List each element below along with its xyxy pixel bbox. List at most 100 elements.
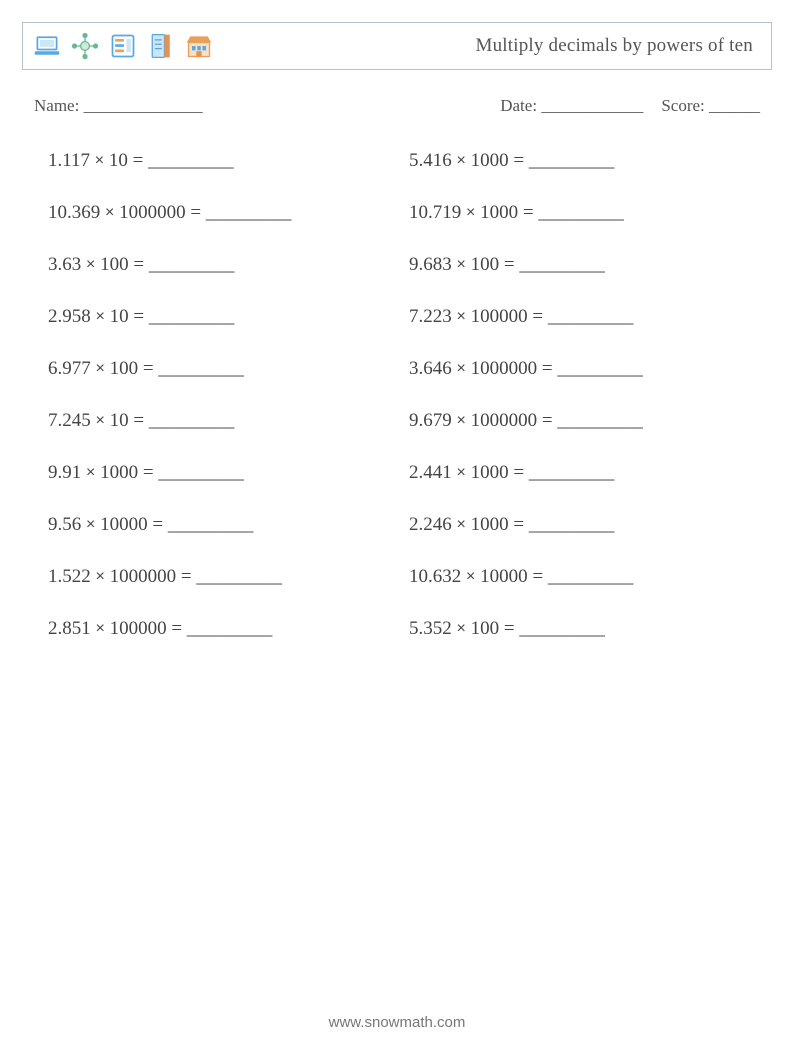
equals: = xyxy=(129,306,149,327)
operand-a: 10.369 xyxy=(48,202,100,223)
operand-a: 3.63 xyxy=(48,254,81,275)
equals: = xyxy=(129,254,149,275)
equals: = xyxy=(148,514,168,535)
meta-row: Name: ______________ Date: ____________ … xyxy=(34,96,760,116)
worksheet-header: Multiply decimals by powers of ten xyxy=(22,22,772,70)
operand-b: 100 xyxy=(100,254,129,275)
equals: = xyxy=(138,462,158,483)
operand-b: 1000 xyxy=(100,462,138,483)
answer-blank: _________ xyxy=(148,150,234,171)
multiply-symbol: × xyxy=(466,204,475,221)
score-field: Score: ______ xyxy=(661,96,760,116)
footer-url: www.snowmath.com xyxy=(0,1014,794,1031)
equals: = xyxy=(167,618,187,639)
operand-b: 1000 xyxy=(471,514,509,535)
date-blank: ____________ xyxy=(541,96,643,115)
operand-a: 9.56 xyxy=(48,514,81,535)
book-icon xyxy=(147,32,175,60)
answer-blank: _________ xyxy=(557,410,643,431)
equals: = xyxy=(499,618,519,639)
answer-blank: _________ xyxy=(206,202,292,223)
operand-a: 2.246 xyxy=(409,514,452,535)
operand-b: 100 xyxy=(471,618,500,639)
problem: 10.369 × 1000000 = _________ xyxy=(48,202,399,224)
multiply-symbol: × xyxy=(457,152,466,169)
multiply-symbol: × xyxy=(457,464,466,481)
problem: 5.416 × 1000 = _________ xyxy=(409,150,760,172)
worksheet-title: Multiply decimals by powers of ten xyxy=(475,35,761,57)
operand-b: 10 xyxy=(109,150,128,171)
multiply-symbol: × xyxy=(457,256,466,273)
answer-blank: _________ xyxy=(557,358,643,379)
equals: = xyxy=(537,358,557,379)
operand-b: 10 xyxy=(110,410,129,431)
multiply-symbol: × xyxy=(96,360,105,377)
operand-a: 3.646 xyxy=(409,358,452,379)
operand-b: 1000 xyxy=(480,202,518,223)
answer-blank: _________ xyxy=(187,618,273,639)
equals: = xyxy=(518,202,538,223)
operand-b: 10 xyxy=(110,306,129,327)
equals: = xyxy=(509,514,529,535)
problem: 5.352 × 100 = _________ xyxy=(409,618,760,640)
multiply-symbol: × xyxy=(95,152,104,169)
operand-b: 1000000 xyxy=(119,202,186,223)
answer-blank: _________ xyxy=(529,514,615,535)
operand-b: 100000 xyxy=(471,306,528,327)
answer-blank: _________ xyxy=(519,254,605,275)
answer-blank: _________ xyxy=(149,254,235,275)
answer-blank: _________ xyxy=(538,202,624,223)
problem: 9.683 × 100 = _________ xyxy=(409,254,760,276)
problem: 6.977 × 100 = _________ xyxy=(48,358,399,380)
multiply-symbol: × xyxy=(86,516,95,533)
operand-a: 2.958 xyxy=(48,306,91,327)
equals: = xyxy=(176,566,196,587)
operand-b: 10000 xyxy=(100,514,148,535)
multiply-symbol: × xyxy=(457,516,466,533)
operand-a: 6.977 xyxy=(48,358,91,379)
operand-b: 1000000 xyxy=(110,566,177,587)
problem: 9.91 × 1000 = _________ xyxy=(48,462,399,484)
problem: 2.851 × 100000 = _________ xyxy=(48,618,399,640)
answer-blank: _________ xyxy=(158,462,244,483)
name-label: Name: xyxy=(34,96,79,115)
equals: = xyxy=(537,410,557,431)
answer-blank: _________ xyxy=(168,514,254,535)
operand-a: 7.245 xyxy=(48,410,91,431)
problem: 1.117 × 10 = _________ xyxy=(48,150,399,172)
equals: = xyxy=(528,566,548,587)
building-icon xyxy=(185,32,213,60)
multiply-symbol: × xyxy=(86,464,95,481)
operand-a: 2.851 xyxy=(48,618,91,639)
answer-blank: _________ xyxy=(548,566,634,587)
operand-b: 1000000 xyxy=(471,358,538,379)
operand-a: 1.117 xyxy=(48,150,90,171)
network-icon xyxy=(71,32,99,60)
operand-b: 1000 xyxy=(471,462,509,483)
multiply-symbol: × xyxy=(457,308,466,325)
answer-blank: _________ xyxy=(519,618,605,639)
laptop-icon xyxy=(33,32,61,60)
operand-a: 5.416 xyxy=(409,150,452,171)
operand-a: 2.441 xyxy=(409,462,452,483)
problems-grid: 1.117 × 10 = _________ 5.416 × 1000 = ___… xyxy=(48,150,760,640)
equals: = xyxy=(509,462,529,483)
equals: = xyxy=(186,202,206,223)
operand-a: 10.632 xyxy=(409,566,461,587)
operand-a: 10.719 xyxy=(409,202,461,223)
problem: 1.522 × 1000000 = _________ xyxy=(48,566,399,588)
operand-a: 9.91 xyxy=(48,462,81,483)
name-blank: ______________ xyxy=(84,96,203,115)
operand-a: 1.522 xyxy=(48,566,91,587)
date-label: Date: xyxy=(500,96,537,115)
answer-blank: _________ xyxy=(529,462,615,483)
equals: = xyxy=(129,410,149,431)
equals: = xyxy=(528,306,548,327)
multiply-symbol: × xyxy=(466,568,475,585)
answer-blank: _________ xyxy=(149,306,235,327)
multiply-symbol: × xyxy=(96,568,105,585)
problem: 3.63 × 100 = _________ xyxy=(48,254,399,276)
multiply-symbol: × xyxy=(96,412,105,429)
problem: 9.679 × 1000000 = _________ xyxy=(409,410,760,432)
answer-blank: _________ xyxy=(158,358,244,379)
